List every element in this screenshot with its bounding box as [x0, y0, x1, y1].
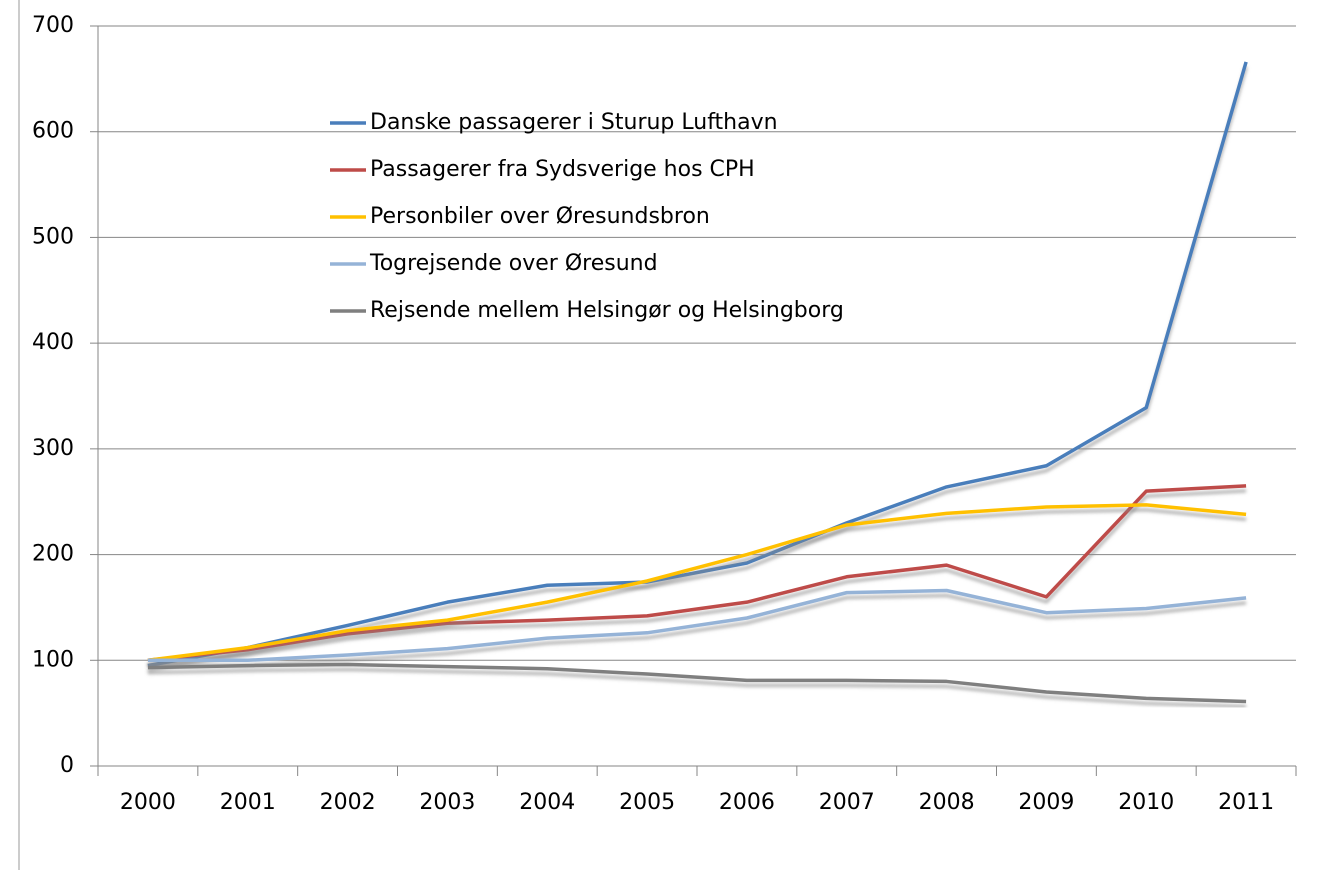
x-tick-label: 2002 [320, 790, 376, 815]
x-tick-label: 2009 [1018, 790, 1074, 815]
x-tick-label: 2000 [120, 790, 176, 815]
x-tick-label: 2011 [1218, 790, 1274, 815]
legend-label: Passagerer fra Sydsverige hos CPH [370, 157, 755, 182]
legend-label: Rejsende mellem Helsingør og Helsingborg [370, 298, 844, 323]
y-tick-label: 100 [32, 647, 74, 672]
x-tick-label: 2004 [519, 790, 575, 815]
y-tick-label: 0 [60, 753, 74, 778]
series-line [147, 61, 1248, 668]
x-tick-label: 2007 [819, 790, 875, 815]
x-tick-label: 2003 [419, 790, 475, 815]
y-tick-label: 300 [32, 436, 74, 461]
series-line [147, 662, 1247, 704]
x-tick-label: 2006 [719, 790, 775, 815]
y-tick-label: 400 [32, 330, 74, 355]
series-line [147, 588, 1247, 663]
legend-label: Personbiler over Øresundsbron [370, 204, 710, 229]
legend-label: Togrejsende over Øresund [369, 251, 658, 276]
series-line [147, 484, 1247, 663]
x-tick-label: 2008 [919, 790, 975, 815]
x-tick-label: 2001 [220, 790, 276, 815]
y-tick-label: 700 [32, 13, 74, 38]
x-tick-label: 2010 [1118, 790, 1174, 815]
legend-label: Danske passagerer i Sturup Lufthavn [370, 110, 778, 135]
y-tick-label: 200 [32, 542, 74, 567]
y-tick-label: 600 [32, 119, 74, 144]
series-line [147, 503, 1247, 663]
y-tick-label: 500 [32, 224, 74, 249]
x-tick-label: 2005 [619, 790, 675, 815]
